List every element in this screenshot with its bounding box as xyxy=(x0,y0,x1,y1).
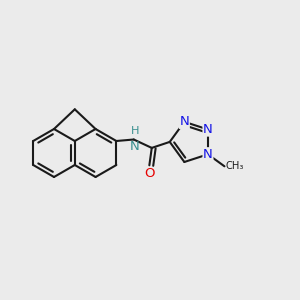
Text: CH₃: CH₃ xyxy=(226,161,244,171)
Text: H: H xyxy=(130,126,139,136)
Text: N: N xyxy=(203,123,213,136)
Text: N: N xyxy=(130,140,140,153)
Text: O: O xyxy=(144,167,154,180)
Text: N: N xyxy=(179,115,189,128)
Text: N: N xyxy=(203,148,213,161)
